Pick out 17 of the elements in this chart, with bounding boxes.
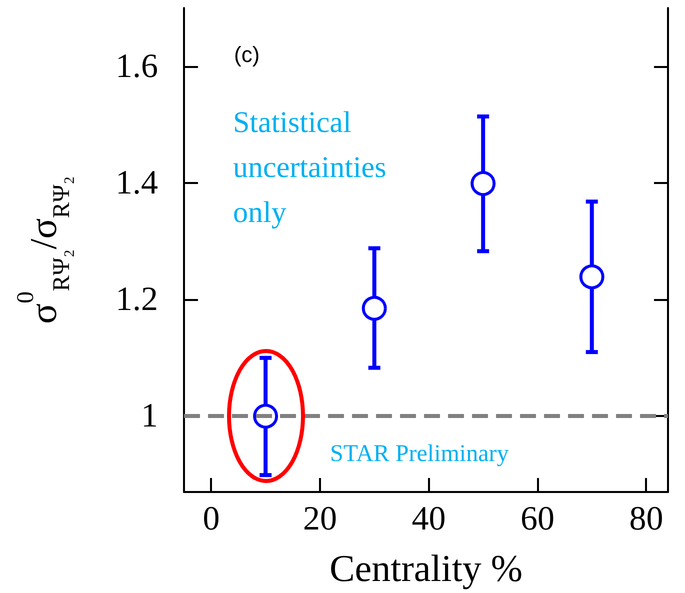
y-tick-label: 1	[141, 398, 158, 435]
point	[470, 171, 496, 196]
annotation: (c)	[234, 42, 260, 67]
point	[579, 264, 604, 290]
x-tick-label: 60	[520, 500, 554, 538]
y-axis-title: σ0RΨ₂/σRΨ₂	[13, 176, 75, 324]
x-tick-label: 80	[629, 500, 664, 538]
y-tick-label: 1.4	[116, 164, 158, 202]
point	[362, 296, 387, 321]
annotation: Statistical uncertainties only	[233, 106, 394, 229]
x-tick-label: 40	[412, 500, 446, 538]
y-tick-label: 1.6	[116, 48, 158, 85]
annotation: STAR Preliminary	[330, 441, 509, 467]
y-tick-label: 1.2	[116, 281, 158, 318]
x-axis-title: Centrality %	[329, 548, 523, 590]
x-tick-label: 20	[302, 500, 337, 538]
x-tick-label: 0	[202, 500, 220, 538]
